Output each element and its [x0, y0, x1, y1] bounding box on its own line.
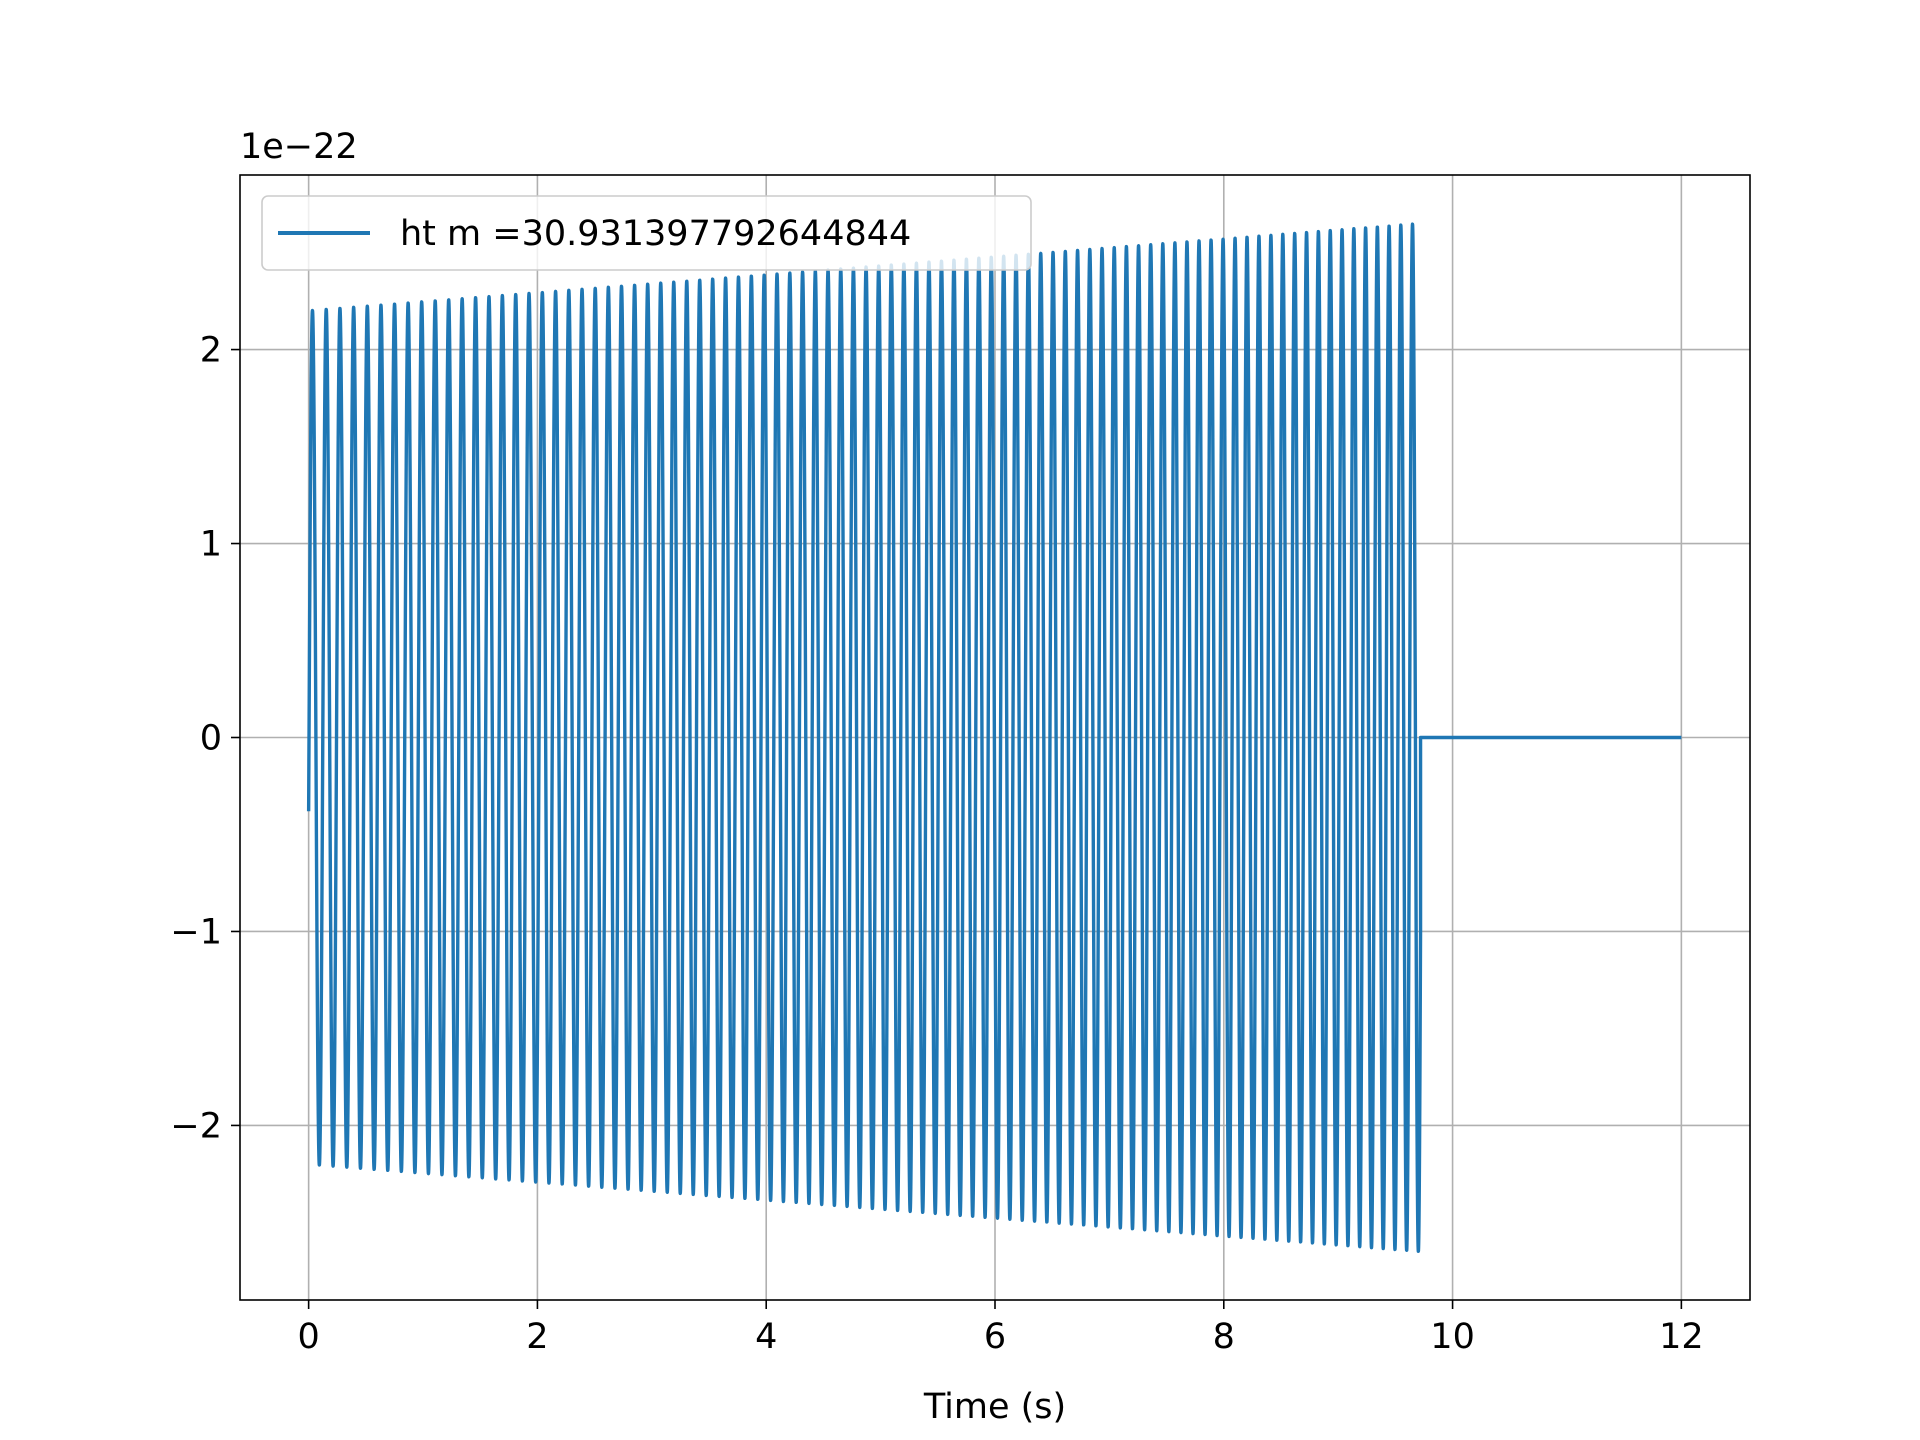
- x-tick-label: 4: [755, 1317, 777, 1357]
- y-tick-label: −1: [170, 912, 222, 952]
- legend-box: [261, 195, 1032, 271]
- x-tick-label: 8: [1213, 1317, 1235, 1357]
- y-tick-label: 0: [200, 719, 222, 759]
- legend-label: ht m =30.931397792644844: [400, 214, 911, 254]
- x-tick-label: 6: [984, 1317, 1006, 1357]
- y-offset-label: 1e−22: [240, 127, 358, 167]
- y-tick-label: 2: [200, 331, 222, 371]
- x-axis-label: Time (s): [923, 1387, 1066, 1427]
- x-tick-label: 10: [1430, 1317, 1475, 1357]
- y-tick-label: −2: [170, 1106, 222, 1146]
- x-tick-label: 2: [526, 1317, 548, 1357]
- series-line-ht: [306, 222, 1682, 1253]
- y-axis: −2 −1 0 1 2: [170, 331, 240, 1146]
- y-tick-label: 1: [200, 525, 222, 565]
- x-tick-label: 0: [297, 1317, 319, 1357]
- x-axis: 0 2 4 6 8 10 12: [297, 1300, 1704, 1357]
- legend: ht m =30.931397792644844: [261, 195, 1032, 271]
- x-tick-label: 12: [1659, 1317, 1704, 1357]
